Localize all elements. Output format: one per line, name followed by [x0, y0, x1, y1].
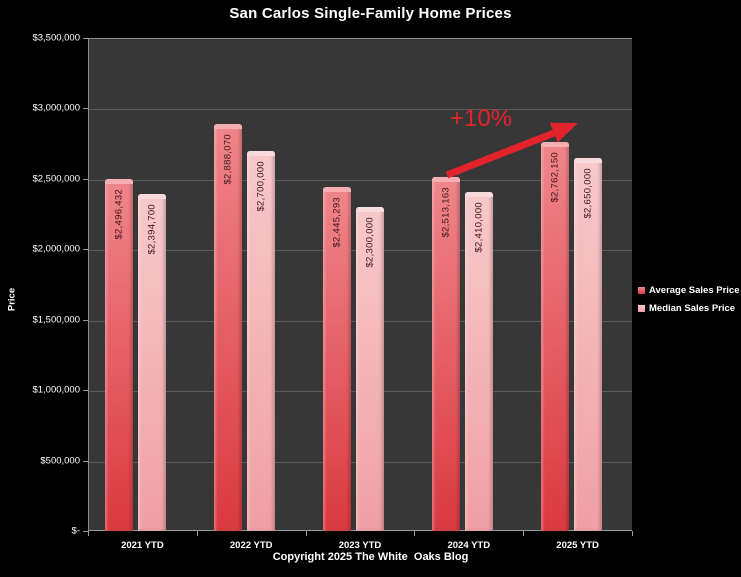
x-tick-mark [305, 531, 307, 536]
y-tick-label: $3,500,000 [32, 32, 80, 44]
x-tick-mark [632, 531, 633, 536]
chart-title: San Carlos Single-Family Home Prices [229, 5, 512, 22]
y-tick-label: $3,000,000 [32, 102, 80, 114]
bar-median-2022-ytd: $2,700,000 [247, 150, 276, 531]
gridline [89, 179, 632, 181]
bar-value-label: $2,445,293 [331, 196, 343, 248]
bar-average-2021-ytd: $2,496,432 [105, 179, 134, 531]
y-tick-mark [83, 460, 88, 462]
x-tick-mark [523, 531, 525, 536]
y-tick-label: $2,500,000 [32, 173, 80, 185]
x-tick-mark [414, 531, 416, 536]
bar-top-highlight [573, 157, 602, 163]
legend-item-median-sales-price: Median Sales Price [638, 303, 740, 314]
bar-top-highlight [323, 186, 351, 192]
x-axis-label-2022-ytd: 2022 YTD [229, 540, 273, 551]
bar-top-highlight [540, 141, 569, 147]
bar-value-label: $2,300,000 [364, 217, 376, 268]
y-tick-label: $1,500,000 [32, 314, 80, 326]
bar-value-label: $2,700,000 [255, 160, 267, 212]
x-axis-label-2021-ytd: 2021 YTD [121, 540, 164, 551]
bar-value-label: $2,513,163 [440, 187, 452, 238]
bar-value-label: $2,650,000 [582, 167, 594, 219]
bar-top-highlight [105, 179, 134, 185]
bar-median-2023-ytd: $2,300,000 [356, 207, 384, 531]
y-tick-mark [83, 249, 88, 251]
bar-top-highlight [214, 124, 243, 130]
legend-label: Average Sales Price [649, 285, 740, 296]
y-tick-label: $- [71, 525, 80, 537]
bar-average-2023-ytd: $2,445,293 [323, 186, 351, 531]
bar-average-2025-ytd: $2,762,150 [540, 141, 569, 531]
x-axis-label-2023-ytd: 2023 YTD [338, 540, 382, 551]
y-tick-mark [83, 319, 88, 321]
annotation-plus-10-percent: +10% [450, 105, 513, 132]
x-tick-mark [196, 531, 198, 536]
gridline [89, 109, 632, 111]
bar-value-label: $2,496,432 [113, 189, 125, 240]
bar-value-label: $2,410,000 [473, 201, 485, 253]
y-tick-mark [83, 178, 88, 180]
legend-item-average-sales-price: Average Sales Price [638, 285, 740, 296]
bar-median-2025-ytd: $2,650,000 [573, 157, 602, 531]
x-axis-label-2025-ytd: 2025 YTD [556, 540, 599, 551]
y-tick-label: $2,000,000 [32, 243, 80, 255]
bar-value-label: $2,394,700 [146, 203, 158, 255]
bar-average-2022-ytd: $2,888,070 [214, 124, 243, 531]
legend: Average Sales Price Median Sales Price [638, 285, 740, 321]
bar-top-highlight [431, 177, 460, 182]
x-tick-mark [88, 531, 89, 536]
y-tick-label: $500,000 [40, 455, 80, 467]
legend-marker-icon [638, 287, 645, 294]
bar-median-2024-ytd: $2,410,000 [464, 191, 493, 531]
bar-average-2024-ytd: $2,513,163 [431, 177, 460, 531]
bar-top-highlight [464, 191, 493, 197]
copyright-text: Copyright 2025 The White Oaks Blog [272, 551, 469, 563]
bar-value-label: $2,762,150 [549, 151, 561, 203]
legend-marker-icon [638, 305, 645, 312]
bar-top-highlight [356, 207, 384, 213]
x-axis-label-2024-ytd: 2024 YTD [447, 540, 491, 551]
y-tick-mark [83, 38, 88, 39]
bar-value-label: $2,888,070 [222, 134, 234, 185]
bar-top-highlight [247, 150, 276, 156]
y-tick-mark [83, 531, 88, 532]
y-tick-label: $1,000,000 [32, 384, 80, 396]
bar-median-2021-ytd: $2,394,700 [138, 193, 167, 531]
y-tick-mark [83, 390, 88, 392]
y-tick-mark [83, 108, 88, 110]
legend-label: Median Sales Price [649, 303, 736, 314]
bar-top-highlight [138, 193, 167, 199]
